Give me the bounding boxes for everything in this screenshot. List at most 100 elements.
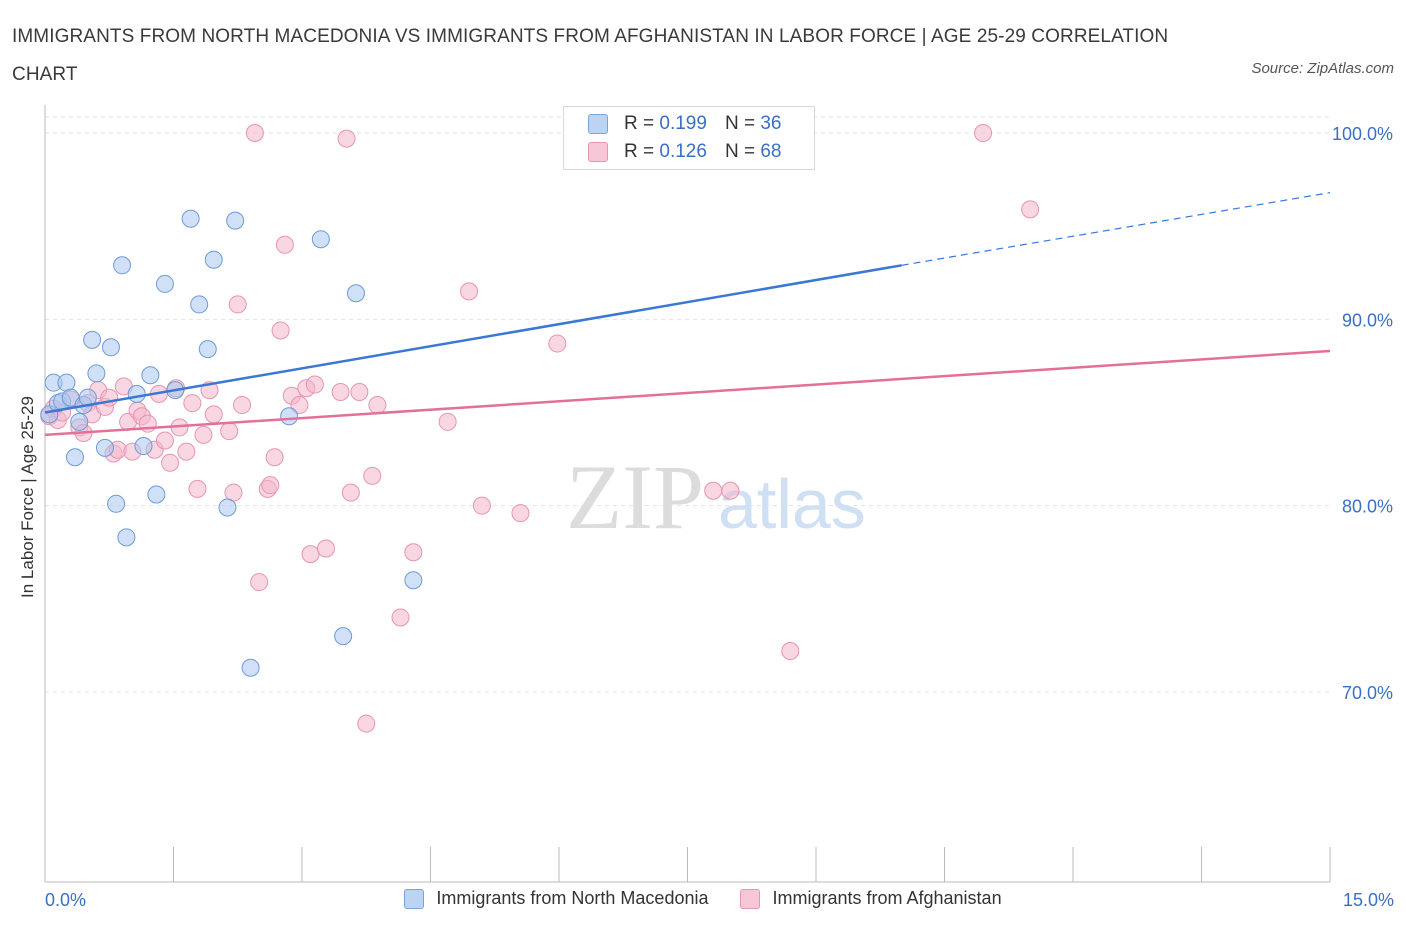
data-point-afghanistan <box>460 282 479 301</box>
data-point-afghanistan <box>155 431 174 450</box>
data-point-afghanistan <box>391 608 410 627</box>
data-point-afghanistan <box>368 396 387 415</box>
data-point-north-macedonia <box>346 284 365 303</box>
data-point-afghanistan <box>1021 200 1040 219</box>
data-point-afghanistan <box>245 124 264 142</box>
data-point-north-macedonia <box>311 230 330 249</box>
y-tick-label: 80.0% <box>1342 497 1393 517</box>
legend-label: Immigrants from Afghanistan <box>772 888 1002 908</box>
watermark: ZIP atlas <box>566 446 866 548</box>
data-point-afghanistan <box>271 321 290 340</box>
trend-line-north-macedonia-extension <box>901 192 1331 266</box>
data-point-afghanistan <box>350 383 369 402</box>
r-label: R = <box>624 141 655 162</box>
data-point-afghanistan <box>704 481 723 500</box>
r-label: R = <box>624 113 655 134</box>
data-point-north-macedonia <box>226 211 245 230</box>
legend-item-afghanistan[interactable]: Immigrants from Afghanistan <box>740 888 1002 909</box>
data-point-afghanistan <box>290 396 309 415</box>
data-point-north-macedonia <box>127 384 146 403</box>
data-point-north-macedonia <box>204 250 223 269</box>
data-point-afghanistan <box>204 405 223 424</box>
data-point-north-macedonia <box>107 494 126 513</box>
data-point-afghanistan <box>781 642 800 661</box>
y-tick-label: 70.0% <box>1342 683 1393 703</box>
data-point-north-macedonia <box>87 364 106 383</box>
data-point-north-macedonia <box>190 295 209 314</box>
data-point-north-macedonia <box>334 627 353 646</box>
data-point-north-macedonia <box>404 571 423 590</box>
data-point-afghanistan <box>721 481 740 500</box>
data-point-north-macedonia <box>141 366 160 385</box>
data-point-afghanistan <box>177 442 196 461</box>
stats-row-north-macedonia: R = 0.199 N = 36 <box>588 112 781 136</box>
stats-row-afghanistan: R = 0.126 N = 68 <box>588 140 781 164</box>
data-point-afghanistan <box>472 496 491 515</box>
blue-swatch-icon <box>588 114 608 134</box>
data-point-afghanistan <box>183 394 202 413</box>
data-point-north-macedonia <box>241 658 260 677</box>
data-point-afghanistan <box>337 129 356 148</box>
data-point-afghanistan <box>511 504 530 523</box>
data-point-north-macedonia <box>134 437 153 456</box>
data-point-north-macedonia <box>181 209 200 228</box>
data-point-north-macedonia <box>198 340 217 359</box>
data-point-north-macedonia <box>57 373 76 392</box>
watermark-zip: ZIP <box>566 446 704 548</box>
stats-legend: R = 0.199 N = 36 R = 0.126 N = 68 <box>563 106 815 170</box>
source-label: Source: ZipAtlas.com <box>1251 60 1394 77</box>
data-point-afghanistan <box>548 334 567 353</box>
data-point-north-macedonia <box>65 448 84 467</box>
data-point-north-macedonia <box>70 412 89 431</box>
y-tick-label: 100.0% <box>1332 124 1393 144</box>
data-point-north-macedonia <box>117 528 136 547</box>
data-point-afghanistan <box>233 396 252 415</box>
legend-item-north-macedonia[interactable]: Immigrants from North Macedonia <box>404 888 708 909</box>
data-point-north-macedonia <box>218 498 237 517</box>
blue-swatch-icon <box>404 888 425 909</box>
data-point-afghanistan <box>363 466 382 485</box>
data-point-afghanistan <box>161 453 180 472</box>
data-point-north-macedonia <box>147 485 166 504</box>
watermark-atlas: atlas <box>718 465 866 543</box>
data-point-afghanistan <box>438 412 457 431</box>
data-point-afghanistan <box>261 476 280 495</box>
r-value: 0.199 <box>659 113 707 134</box>
data-point-north-macedonia <box>280 407 299 426</box>
data-point-afghanistan <box>194 425 213 444</box>
data-point-afghanistan <box>250 573 269 592</box>
data-point-afghanistan <box>275 235 294 254</box>
n-label: N = <box>724 141 756 162</box>
n-value: 68 <box>760 141 782 162</box>
y-tick-label: 90.0% <box>1342 310 1393 330</box>
data-point-afghanistan <box>305 375 324 394</box>
chart-title: IMMIGRANTS FROM NORTH MACEDONIA VS IMMIG… <box>12 26 1169 85</box>
x-tick-label-max: 15.0% <box>1342 890 1394 910</box>
data-point-afghanistan <box>357 714 376 733</box>
trend-lines <box>44 192 1331 437</box>
data-point-afghanistan <box>316 539 335 558</box>
data-point-afghanistan <box>220 422 239 441</box>
data-point-north-macedonia <box>83 330 102 349</box>
data-point-north-macedonia <box>113 256 132 275</box>
data-point-afghanistan <box>265 448 284 467</box>
y-tick-labels: 70.0% 80.0% 90.0% 100.0% <box>1332 124 1393 703</box>
legend-label: Immigrants from North Macedonia <box>436 888 709 908</box>
series-legend: Immigrants from North Macedonia Immigran… <box>0 888 1406 909</box>
data-point-north-macedonia <box>95 438 114 457</box>
data-point-north-macedonia <box>155 274 174 293</box>
axes <box>44 105 1331 883</box>
x-tick-label-min: 0.0% <box>45 890 87 910</box>
trend-line-north-macedonia <box>44 264 902 414</box>
pink-swatch-icon <box>740 888 761 909</box>
n-label: N = <box>724 113 756 134</box>
data-point-afghanistan <box>301 545 320 564</box>
data-point-afghanistan <box>188 479 207 498</box>
r-value: 0.126 <box>659 141 707 162</box>
data-point-afghanistan <box>228 295 247 314</box>
series-north-macedonia-points <box>40 124 740 677</box>
n-value: 36 <box>760 113 782 134</box>
data-point-afghanistan <box>974 124 993 142</box>
y-axis-label: In Labor Force | Age 25-29 <box>18 396 37 598</box>
